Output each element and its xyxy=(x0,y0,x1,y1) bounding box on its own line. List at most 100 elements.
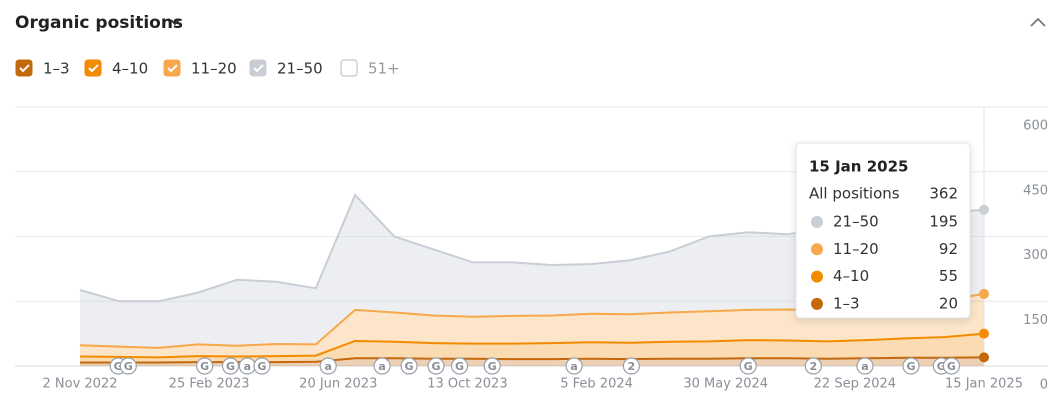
annotation-circle[interactable] xyxy=(856,357,874,375)
annotation-marker[interactable]: G xyxy=(483,357,501,375)
tooltip-swatch xyxy=(811,216,823,228)
tooltip-total-value: 362 xyxy=(929,185,958,203)
annotation-marker[interactable]: G xyxy=(119,357,137,375)
y-tick-label: 450 xyxy=(1023,183,1048,198)
x-tick-label: 2 Nov 2022 xyxy=(43,377,118,392)
annotation-circle[interactable] xyxy=(450,357,469,375)
x-tick-label: 15 Jan 2025 xyxy=(945,377,1023,392)
legend-label: 11–20 xyxy=(191,60,237,78)
annotation-marker[interactable]: G xyxy=(400,357,418,375)
annotation-circle[interactable] xyxy=(119,357,137,375)
annotation-marker[interactable]: G xyxy=(253,357,271,375)
annotation-label: 2 xyxy=(809,360,817,373)
widget-title: Organic positions xyxy=(15,13,183,33)
tooltip-series-name: 1–3 xyxy=(833,294,860,312)
legend-item[interactable]: 11–20 xyxy=(163,59,237,78)
checkmark xyxy=(88,64,99,73)
annotation-marker[interactable]: G xyxy=(902,357,920,375)
annotation-label: G xyxy=(405,360,414,373)
annotation-label: G xyxy=(257,360,266,373)
annotation-label: G xyxy=(431,360,440,373)
annotation-label: G xyxy=(488,360,497,373)
annotation-circle[interactable] xyxy=(622,357,640,375)
annotation-marker[interactable]: G xyxy=(942,357,961,375)
annotation-marker[interactable]: G xyxy=(450,357,469,375)
legend-item[interactable]: 1–3 xyxy=(15,59,70,78)
tooltip-swatch xyxy=(811,270,823,283)
annotation-label: G xyxy=(226,360,235,373)
annotation-circle[interactable] xyxy=(804,357,822,375)
collapse-icon[interactable] xyxy=(1030,17,1046,27)
annotation-marker[interactable]: a xyxy=(373,357,391,375)
tooltip-swatch xyxy=(811,243,823,256)
legend-checkbox[interactable] xyxy=(84,59,102,77)
checkmark xyxy=(167,64,178,73)
legend-checkbox[interactable] xyxy=(163,59,181,77)
annotation-marker[interactable]: a xyxy=(565,357,583,375)
annotation-marker[interactable]: 2 xyxy=(804,357,822,375)
legend-label: 51+ xyxy=(368,60,400,78)
y-tick-label: 0 xyxy=(1040,378,1048,393)
annotation-marker[interactable]: a xyxy=(319,357,337,375)
annotation-marker[interactable]: a xyxy=(856,357,874,375)
annotation-circle[interactable] xyxy=(739,357,757,375)
tooltip-total-label: All positions xyxy=(809,185,900,203)
legend-checkbox[interactable] xyxy=(15,59,33,77)
annotation-circle[interactable] xyxy=(427,357,445,375)
hover-dot xyxy=(979,328,989,339)
annotation-marker[interactable]: G xyxy=(739,357,757,375)
legend-label: 21–50 xyxy=(277,60,323,78)
legend-label: 4–10 xyxy=(112,60,148,78)
annotation-circle[interactable] xyxy=(319,357,337,375)
hover-dot xyxy=(979,352,989,363)
annotation-circle[interactable] xyxy=(253,357,271,375)
annotation-label: G xyxy=(906,360,915,373)
tooltip: 15 Jan 2025 All positions 362 21–50 195 11–20… xyxy=(795,142,971,319)
annotation-circle[interactable] xyxy=(902,357,920,375)
y-tick-label: 600 xyxy=(1023,119,1048,134)
legend-label: 1–3 xyxy=(43,60,70,78)
annotation-marker[interactable]: 2 xyxy=(622,357,640,375)
annotation-label: G xyxy=(744,360,753,373)
annotation-marker[interactable]: G xyxy=(427,357,445,375)
series-area xyxy=(80,293,984,358)
annotation-circle[interactable] xyxy=(565,357,583,375)
legend-item[interactable]: 51+ xyxy=(340,59,400,78)
tooltip-swatch xyxy=(811,297,823,310)
annotation-circle[interactable] xyxy=(196,357,214,375)
tooltip-series-value: 55 xyxy=(939,267,958,285)
title-dropdown-icon[interactable] xyxy=(170,19,180,26)
legend-item[interactable]: 4–10 xyxy=(84,59,148,78)
annotation-label: a xyxy=(244,360,251,373)
tooltip-box xyxy=(795,142,971,319)
tooltip-series-value: 92 xyxy=(939,240,958,258)
annotation-label: a xyxy=(861,360,868,373)
y-tick-label: 150 xyxy=(1023,313,1048,328)
annotation-label: 2 xyxy=(628,360,636,373)
x-tick-label: 5 Feb 2024 xyxy=(560,377,633,392)
annotation-circle[interactable] xyxy=(221,357,240,375)
tooltip-series-name: 21–50 xyxy=(833,213,879,231)
tooltip-series-value: 195 xyxy=(929,213,958,231)
annotation-circle[interactable] xyxy=(483,357,501,375)
legend-item[interactable]: 21–50 xyxy=(249,59,323,78)
tooltip-date: 15 Jan 2025 xyxy=(809,158,908,176)
x-tick-label: 25 Feb 2023 xyxy=(169,377,250,392)
annotation-circle[interactable] xyxy=(373,357,391,375)
annotation-marker[interactable]: G xyxy=(221,357,240,375)
annotation-marker[interactable]: G xyxy=(196,357,214,375)
annotation-label: G xyxy=(200,360,209,373)
annotation-label: G xyxy=(455,360,464,373)
tooltip-series-name: 4–10 xyxy=(833,267,869,285)
checkmark xyxy=(253,64,264,73)
annotation-label: a xyxy=(570,360,577,373)
annotation-marker[interactable]: a xyxy=(238,357,256,375)
legend-checkbox[interactable] xyxy=(249,59,267,77)
series-area xyxy=(80,357,984,366)
y-tick-label: 300 xyxy=(1023,248,1048,263)
tooltip-series-name: 11–20 xyxy=(833,240,879,258)
legend-checkbox[interactable] xyxy=(340,59,358,77)
annotation-circle[interactable] xyxy=(942,357,961,375)
annotation-circle[interactable] xyxy=(400,357,418,375)
